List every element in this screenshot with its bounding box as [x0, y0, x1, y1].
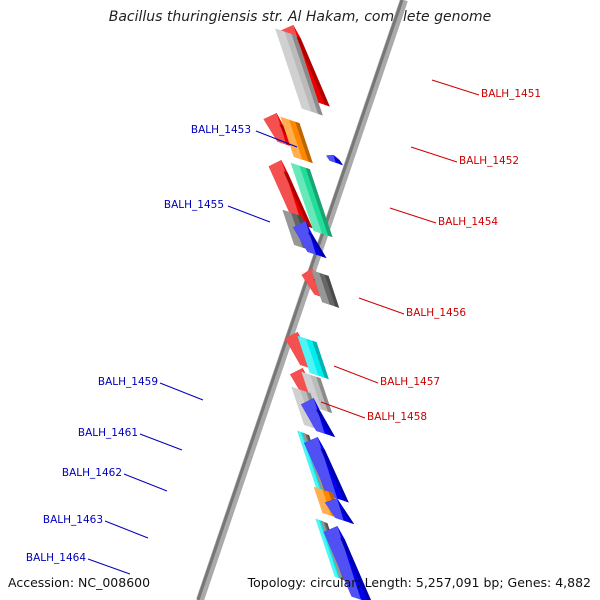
gene-label-balh-1464[interactable]: BALH_1464 [26, 552, 86, 564]
gene-label-balh-1461[interactable]: BALH_1461 [78, 427, 138, 439]
gene-label-balh-1463[interactable]: BALH_1463 [43, 514, 103, 526]
accession-text: Accession: NC_008600 [8, 575, 151, 590]
gene-label-balh-1452[interactable]: BALH_1452 [459, 155, 519, 167]
gene-label-balh-1457[interactable]: BALH_1457 [380, 376, 440, 388]
gene-label-balh-1462[interactable]: BALH_1462 [62, 467, 122, 479]
gene-label-balh-1454[interactable]: BALH_1454 [438, 216, 498, 228]
gene-label-balh-1451[interactable]: BALH_1451 [481, 88, 541, 100]
gene-red-5 [268, 160, 313, 229]
gene-label-balh-1456[interactable]: BALH_1456 [406, 307, 466, 319]
gene-blue-16 [301, 398, 336, 438]
gene-blue-24 [323, 526, 371, 600]
gene-gray-1 [275, 28, 323, 116]
label-leader-lines [87, 79, 480, 575]
gene-label-balh-1459[interactable]: BALH_1459 [98, 376, 158, 388]
genome-backbone [196, 0, 408, 600]
gene-orange-3 [280, 116, 313, 164]
gene-blue-19 [304, 437, 349, 503]
genome-summary-text: Topology: circular; Length: 5,257,091 bp… [247, 575, 591, 590]
gene-label-balh-1453[interactable]: BALH_1453 [191, 124, 251, 136]
gene-label-balh-1455[interactable]: BALH_1455 [164, 199, 224, 211]
gene-cyan-12 [297, 335, 329, 380]
gene-labels: BALH_1451 BALH_1452 BALH_1453 BALH_1454 BALH… [26, 88, 541, 564]
gene-label-balh-1458[interactable]: BALH_1458 [367, 411, 427, 423]
gene-blue-8 [293, 221, 327, 259]
gene-darkgray-10 [311, 270, 340, 308]
gene-blue-21 [324, 498, 355, 525]
gene-teal-6 [290, 162, 333, 238]
gene-features [263, 25, 371, 600]
gene-blue-4 [326, 155, 343, 166]
